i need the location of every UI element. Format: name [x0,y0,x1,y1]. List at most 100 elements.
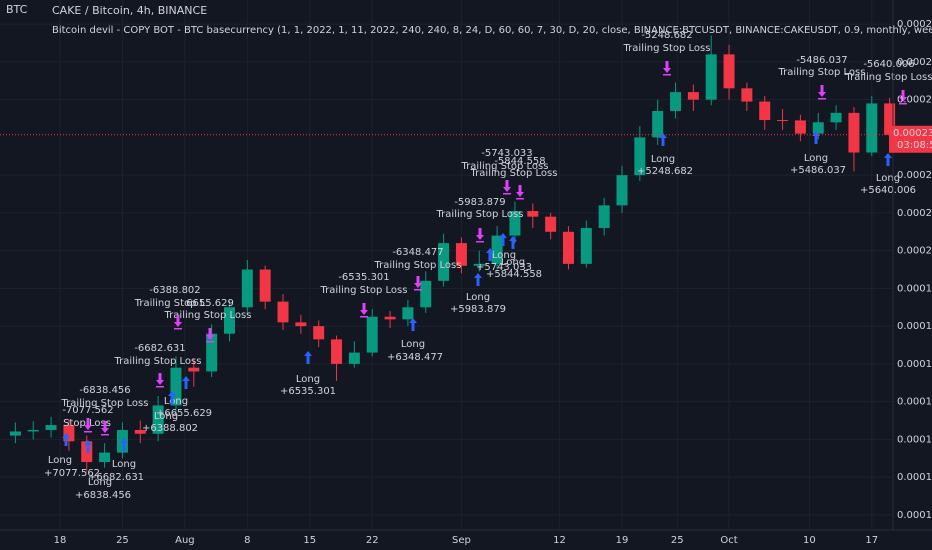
candle-body [777,120,789,122]
trade-annotation: -6388.802 [149,285,200,296]
long-arrow [884,153,892,166]
exit-arrow [84,418,92,433]
candle-body [188,367,200,372]
candle-body [812,122,824,134]
candle-body [705,54,717,100]
y-tick-label: 0.0001400 [897,472,932,483]
candle-body [134,429,146,434]
trade-annotation: +7077.562 [44,468,100,479]
trade-annotation: Trailing Stop Loss [114,356,202,367]
x-tick-label: Aug [175,535,195,546]
candle-body [170,367,182,406]
trade-annotation: +6388.802 [142,423,198,434]
candle-body [509,211,521,236]
candle-body [455,243,467,266]
trade-annotation: Long [296,374,320,385]
trade-annotation: Trailing Stop Loss [320,285,408,296]
candle-body [277,301,289,323]
trade-annotation: -5640.006 [863,59,914,70]
x-tick-label: Oct [720,535,737,546]
trade-annotation: Long [154,411,178,422]
trade-annotation: Long [501,257,525,268]
trade-annotation: Trailing Stop Loss [470,168,558,179]
trade-annotation: Trailing Stop Loss [374,260,462,271]
trade-annotation: +6838.456 [75,490,131,501]
x-tick-label: 25 [116,535,129,546]
trade-annotation: Trailing Stop L [134,298,206,309]
trade-annotation: Long [112,459,136,470]
long-arrow [474,273,482,286]
y-tick-label: 0.0001500 [897,434,932,445]
candle-body [545,216,557,232]
trade-annotation: +6655.629 [156,408,212,419]
trade-annotation: -7077.562 [62,405,113,416]
candle-body [366,316,378,353]
y-tick-label: 0.0002500 [897,57,932,68]
long-arrow [62,433,70,446]
candle-body [830,112,842,123]
x-tick-label: 8 [244,535,250,546]
candle-body [687,92,699,100]
x-tick-label: 25 [671,535,684,546]
trade-annotation: Trailing Stop Loss [623,43,711,54]
x-tick-label: 10 [803,535,816,546]
candle-body [348,352,360,364]
candle-body [652,110,664,138]
candle-body [259,269,271,302]
trade-annotation: 6655.629 [186,298,234,309]
candle-body [9,431,21,436]
trade-annotation: Trailing Stop Loss [436,209,524,220]
x-tick-label: 19 [616,535,629,546]
x-tick-label: 22 [366,535,379,546]
candle-body [295,322,307,327]
trade-annotation: -6348.477 [392,247,443,258]
long-arrow [812,131,820,144]
x-tick-label: 12 [553,535,566,546]
candle-body [331,339,343,364]
trade-annotation: Long [88,477,112,488]
trade-annotation: +5248.682 [637,166,693,177]
candle-body [741,88,753,102]
trade-annotation: Trailing Stop Loss [164,310,252,321]
exit-arrow [414,276,422,291]
trade-annotation: +5640.006 [860,185,916,196]
x-tick-label: 15 [303,535,316,546]
y-tick-label: 0.0001700 [897,359,932,370]
x-tick-label: Sep [452,535,471,546]
long-arrow [120,438,128,451]
exit-arrow [101,421,109,436]
symbol-label: BTC [6,3,28,16]
y-tick-label: 0.0002200 [897,170,932,181]
trade-annotation: -5983.879 [454,197,505,208]
y-tick-label: 0.0001800 [897,321,932,332]
x-tick-label: 17 [865,535,878,546]
trade-annotation: Long [492,250,516,261]
long-arrow [182,376,190,389]
candle-body [473,263,485,266]
candle-body [884,103,896,135]
trade-annotation: Long [401,339,425,350]
candle-body [848,112,860,153]
trade-annotation: -6535.301 [338,272,389,283]
grid [0,0,893,530]
candle-body [491,235,503,264]
exit-arrow [899,90,907,105]
trade-annotation: Long [164,396,188,407]
candle-body [402,307,414,320]
trade-annotation: -5743.033 [481,148,532,159]
trade-annotation: +6682.631 [88,472,144,483]
last-price-box [889,125,932,153]
long-arrow [659,133,667,146]
trade-annotation: -5486.037 [796,55,847,66]
trade-annotation: -5248.682 [641,30,692,41]
long-arrow [168,391,176,404]
trade-annotation: Long [804,153,828,164]
candle-body [206,333,218,372]
last-price-label: 0.0002307 [893,128,932,139]
trade-annotation: +5743.033 [476,262,532,273]
long-arrow [304,351,312,364]
y-tick-label: 0.0001600 [897,397,932,408]
exit-arrow [818,85,826,100]
trade-annotation: +6535.301 [280,386,336,397]
trade-annotation: Long [48,455,72,466]
